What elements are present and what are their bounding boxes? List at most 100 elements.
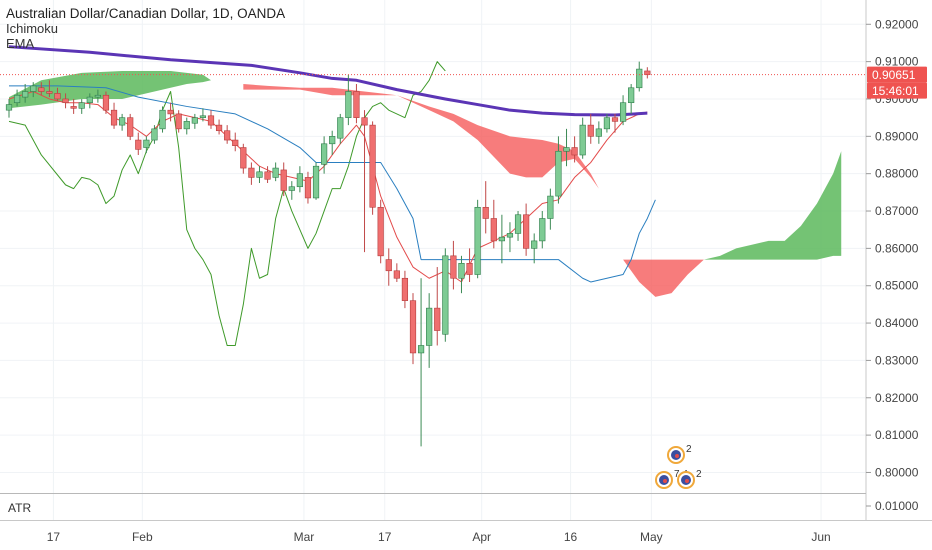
price-tick-label: 0.83000	[875, 353, 919, 367]
candle-body	[636, 68, 643, 89]
candle-body	[94, 94, 101, 98]
time-tick-label: 17	[47, 530, 61, 544]
candle-body	[5, 104, 13, 111]
candle-body	[296, 173, 303, 188]
candle-body	[628, 87, 635, 104]
time-tick-label: Mar	[294, 530, 315, 544]
candle-body	[337, 117, 344, 139]
candle-body	[393, 270, 400, 279]
candle-body	[22, 91, 29, 98]
event-icons[interactable]: 27 42	[655, 444, 702, 489]
candle-body	[611, 117, 619, 122]
candle-body	[345, 91, 352, 118]
candle-body	[304, 177, 312, 199]
candle-body	[595, 128, 602, 137]
atr-indicator-label[interactable]: ATR	[8, 501, 32, 515]
candle-body	[353, 91, 360, 118]
candle-body	[563, 147, 570, 152]
candle-body	[191, 117, 198, 124]
candle-body	[30, 85, 37, 92]
price-tick-label: 0.88000	[875, 167, 919, 181]
cloud-bearish-area	[623, 259, 704, 297]
candle-body	[450, 255, 457, 279]
price-tick-label: 0.84000	[875, 316, 919, 330]
candle-body	[458, 263, 465, 279]
candle-body	[86, 96, 93, 104]
ichimoku-lagging-span	[8, 61, 446, 346]
candle-body	[482, 206, 489, 219]
candle-body	[514, 214, 522, 234]
indicator-ema-label[interactable]: EMA	[6, 36, 35, 51]
price-tick-label: 0.80000	[875, 465, 919, 479]
candle-body	[547, 195, 554, 219]
candle-body	[175, 113, 182, 130]
countdown-value: 15:46:01	[872, 84, 919, 98]
candle-body	[135, 139, 142, 150]
candle-body	[280, 169, 287, 191]
cloud-bearish-area	[243, 84, 599, 189]
price-tags: 0.90651 15:46:01	[867, 66, 927, 99]
candle-body	[70, 106, 77, 109]
candle-body	[361, 117, 368, 126]
indicator-ichimoku-label[interactable]: Ichimoku	[6, 21, 59, 36]
countdown-tag	[867, 82, 927, 99]
atr-axis: 0.01000	[866, 499, 919, 513]
candle-body	[385, 259, 392, 272]
candle-body	[119, 117, 126, 126]
candle-body	[321, 143, 328, 165]
candle-body	[417, 345, 425, 354]
symbol-title[interactable]: Australian Dollar/Canadian Dollar, 1D, O…	[6, 6, 286, 21]
candle-body	[167, 109, 174, 115]
price-tick-label: 0.91000	[875, 55, 919, 69]
candle-body	[288, 186, 295, 191]
candle-body	[312, 165, 320, 199]
price-axis[interactable]: 0.920000.910000.900000.890000.880000.870…	[866, 17, 919, 479]
candlesticks	[5, 61, 651, 447]
candle-body	[54, 93, 61, 100]
price-tick-label: 0.92000	[875, 17, 919, 31]
candle-body	[143, 139, 150, 148]
candle-body	[272, 167, 279, 178]
candle-body	[555, 150, 562, 197]
price-tick-label: 0.82000	[875, 391, 919, 405]
price-tick-label: 0.89000	[875, 129, 919, 143]
candle-body	[248, 167, 255, 178]
time-axis[interactable]: 17 Feb Mar 17 Apr 16 May Jun	[47, 530, 831, 544]
candle-body	[224, 130, 231, 141]
price-tick-label: 0.87000	[875, 204, 919, 218]
chart-legend: Australian Dollar/Canadian Dollar, 1D, O…	[6, 6, 285, 51]
time-tick-label: Feb	[132, 530, 153, 544]
flag-dot-icon	[685, 479, 689, 483]
candle-body	[240, 147, 247, 169]
candle-body	[401, 277, 409, 301]
candle-body	[377, 206, 384, 257]
candle-body	[62, 98, 69, 104]
candle-body	[644, 70, 651, 75]
candle-body	[183, 121, 190, 130]
candle-body	[256, 171, 263, 178]
candle-body	[38, 87, 45, 92]
time-tick-label: 17	[378, 530, 392, 544]
candle-body	[409, 300, 417, 354]
last-price-tag	[867, 66, 927, 83]
candle-body	[46, 91, 53, 94]
candle-body	[13, 94, 21, 104]
candle-body	[498, 236, 505, 242]
event-count: 2	[696, 469, 702, 480]
candle-body	[102, 94, 110, 111]
candle-body	[474, 206, 481, 275]
time-tick-label: Apr	[472, 530, 491, 544]
candle-body	[426, 307, 433, 346]
candle-body	[110, 109, 118, 126]
candle-body	[603, 117, 611, 130]
candle-body	[215, 124, 223, 132]
price-tick-label: 0.85000	[875, 279, 919, 293]
flag-dot-icon	[675, 454, 679, 458]
atr-tick-label: 0.01000	[875, 499, 919, 513]
candle-body	[579, 124, 586, 156]
candle-body	[466, 263, 473, 275]
candle-body	[199, 115, 207, 118]
cloud-bullish-area	[703, 151, 842, 260]
time-tick-label: 16	[564, 530, 578, 544]
